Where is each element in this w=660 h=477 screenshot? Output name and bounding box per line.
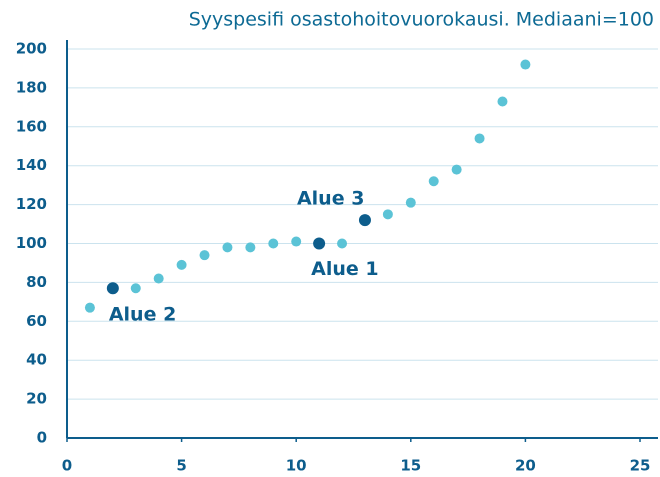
point: [130, 283, 141, 294]
point: [474, 133, 485, 144]
x-tick-label: 20: [515, 457, 536, 475]
point: [291, 236, 302, 247]
point: [153, 273, 164, 284]
point: [382, 209, 393, 220]
point-label: Alue 2: [109, 304, 176, 326]
point: [451, 164, 462, 175]
point: [222, 242, 233, 253]
point: [84, 302, 95, 313]
y-tick-label: 120: [16, 195, 47, 213]
x-tick-label: 15: [400, 457, 421, 475]
y-tick-label: 100: [16, 234, 47, 252]
x-tick-label: 25: [630, 457, 651, 475]
point: [176, 259, 187, 270]
point-label: Alue 1: [311, 258, 378, 280]
y-tick-label: 0: [37, 429, 47, 447]
point: [245, 242, 256, 253]
y-tick-label: 140: [16, 156, 47, 174]
chart-title: Syyspesifi osastohoitovuorokausi. Mediaa…: [189, 9, 654, 31]
x-tick-label: 0: [62, 457, 72, 475]
y-tick-label: 60: [26, 312, 47, 330]
point: [268, 238, 279, 249]
y-tick-label: 180: [16, 78, 47, 96]
point: [313, 237, 326, 250]
x-tick-label: 5: [176, 457, 186, 475]
x-tick-label: 10: [286, 457, 307, 475]
point: [337, 238, 348, 249]
point: [106, 282, 119, 295]
point-label: Alue 3: [297, 188, 364, 210]
y-tick-label: 20: [26, 390, 47, 408]
y-tick-label: 40: [26, 351, 47, 369]
y-tick-label: 80: [26, 273, 47, 291]
point: [428, 176, 439, 187]
point: [497, 96, 508, 107]
y-tick-label: 160: [16, 117, 47, 135]
point: [199, 250, 210, 261]
y-tick-label: 200: [16, 40, 47, 58]
point: [358, 214, 371, 227]
point: [405, 197, 416, 208]
point: [520, 59, 531, 70]
